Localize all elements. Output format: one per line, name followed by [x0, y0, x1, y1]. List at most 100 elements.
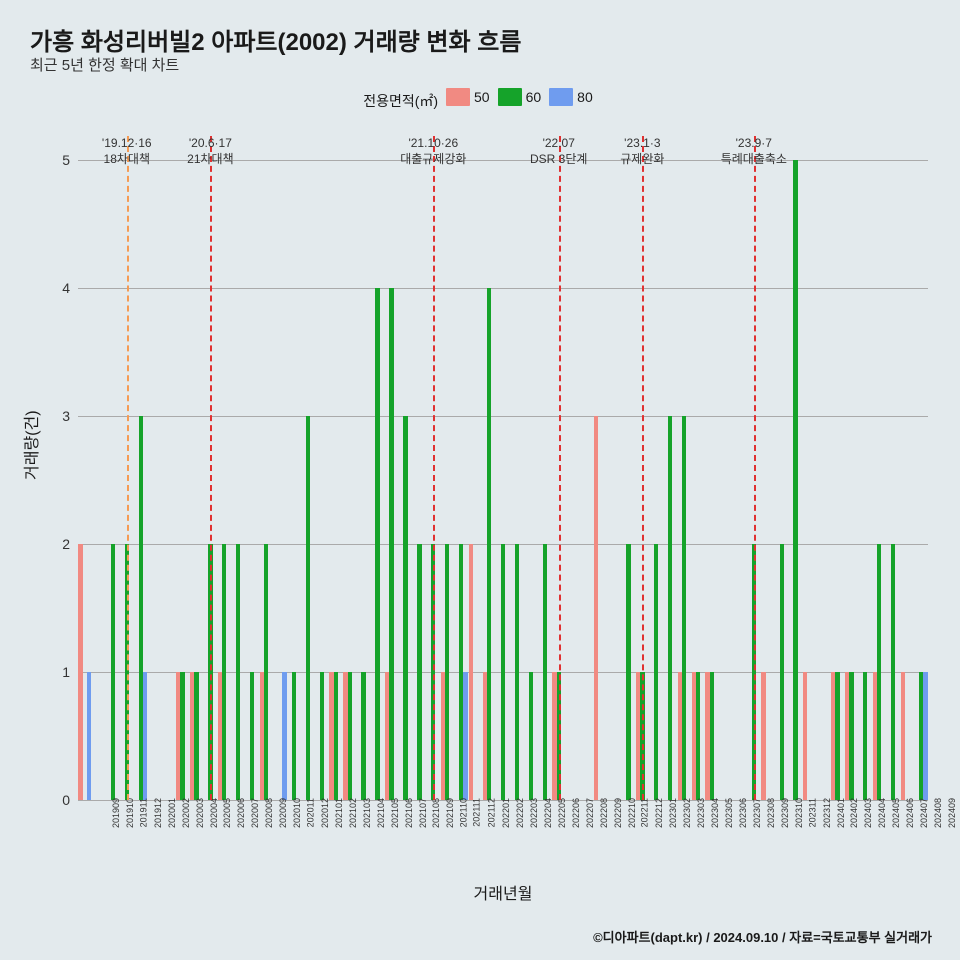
- x-tick: 202203: [529, 798, 539, 828]
- bar: [668, 416, 672, 800]
- x-tick: 202408: [933, 798, 943, 828]
- legend-item-label: 80: [577, 89, 593, 105]
- x-tick: 202003: [195, 798, 205, 828]
- x-tick: 202207: [585, 798, 595, 828]
- event-label: '23.1·3규제완화: [620, 136, 664, 167]
- bar: [143, 672, 147, 800]
- x-tick: 202311: [807, 798, 817, 827]
- x-tick: 202406: [905, 798, 915, 828]
- x-tick: 202108: [432, 798, 442, 828]
- x-tick: 202304: [710, 798, 720, 828]
- event-label: '19.12·1618차대책: [102, 136, 152, 167]
- y-tick: 3: [50, 408, 70, 424]
- legend: 전용면적(㎡) 506080: [0, 88, 960, 111]
- bar: [469, 544, 473, 800]
- bar: [236, 544, 240, 800]
- event-line: [642, 136, 644, 800]
- bar: [863, 672, 867, 800]
- bar: [515, 544, 519, 800]
- event-line: [210, 136, 212, 800]
- bar: [180, 672, 184, 800]
- bar: [445, 544, 449, 800]
- bar: [529, 672, 533, 800]
- x-tick: 202402: [850, 798, 860, 828]
- bar: [389, 288, 393, 800]
- legend-swatch: [498, 88, 522, 106]
- bar: [417, 544, 421, 800]
- x-tick: 202307: [752, 798, 762, 828]
- x-tick: 202405: [891, 798, 901, 828]
- x-tick: 202005: [222, 798, 232, 828]
- bar: [835, 672, 839, 800]
- event-line: [559, 136, 561, 800]
- x-tick: 202105: [390, 798, 400, 828]
- legend-item-label: 60: [526, 89, 542, 105]
- x-tick: 202104: [376, 798, 386, 828]
- bar: [222, 544, 226, 800]
- bar: [543, 544, 547, 800]
- bar: [891, 544, 895, 800]
- legend-item: 50: [446, 88, 490, 106]
- bar: [320, 672, 324, 800]
- x-tick: 202306: [738, 798, 748, 828]
- bar: [292, 672, 296, 800]
- x-tick: 202310: [794, 798, 804, 828]
- bar: [923, 672, 927, 800]
- bar: [282, 672, 286, 800]
- bar: [348, 672, 352, 800]
- y-tick: 0: [50, 792, 70, 808]
- x-tick: 202110: [459, 798, 469, 827]
- bar: [487, 288, 491, 800]
- x-tick: 202202: [515, 798, 525, 828]
- legend-item-label: 50: [474, 89, 490, 105]
- bar: [111, 544, 115, 800]
- y-tick: 1: [50, 664, 70, 680]
- x-tick: 202212: [654, 798, 664, 828]
- x-tick: 202309: [780, 798, 790, 828]
- x-tick: 202204: [543, 798, 553, 828]
- x-tick: 202209: [613, 798, 623, 828]
- x-tick: 202201: [501, 798, 511, 828]
- x-tick: 202308: [766, 798, 776, 828]
- bar: [793, 160, 797, 800]
- x-tick: 202102: [348, 798, 358, 828]
- x-tick: 202403: [863, 798, 873, 828]
- y-tick: 5: [50, 152, 70, 168]
- event-label: '20.6·1721차대책: [187, 136, 233, 167]
- bar: [761, 672, 765, 800]
- legend-swatch: [446, 88, 470, 106]
- page-title: 가흥 화성리버빌2 아파트(2002) 거래량 변화 흐름: [30, 22, 521, 57]
- x-tick: 202007: [250, 798, 260, 828]
- bar: [696, 672, 700, 800]
- legend-swatch: [549, 88, 573, 106]
- x-tick: 202008: [264, 798, 274, 828]
- bar: [849, 672, 853, 800]
- bar: [780, 544, 784, 800]
- x-axis-label: 거래년월: [78, 880, 928, 904]
- x-tick: 202004: [209, 798, 219, 828]
- page-subtitle: 최근 5년 한정 확대 차트: [30, 54, 179, 75]
- event-line: [127, 136, 129, 800]
- x-tick: 202103: [362, 798, 372, 828]
- y-axis-label: 거래량(건): [18, 410, 42, 480]
- bar: [682, 416, 686, 800]
- x-tick: 202301: [668, 798, 678, 828]
- x-tick: 202407: [919, 798, 929, 828]
- bar: [803, 672, 807, 800]
- bar: [87, 672, 91, 800]
- x-tick: 202205: [557, 798, 567, 828]
- x-tick: 202101: [334, 798, 344, 828]
- x-tick: 202002: [181, 798, 191, 828]
- bar: [250, 672, 254, 800]
- bar: [901, 672, 905, 800]
- x-tick: 201910: [125, 798, 135, 828]
- x-tick: 202006: [236, 798, 246, 828]
- y-tick: 2: [50, 536, 70, 552]
- bar: [375, 288, 379, 800]
- x-tick: 202012: [320, 798, 330, 828]
- x-tick: 202409: [947, 798, 957, 828]
- x-tick: 202206: [571, 798, 581, 828]
- x-tick: 201911: [138, 798, 148, 827]
- bar: [78, 544, 82, 800]
- x-tick: 202111: [472, 798, 482, 827]
